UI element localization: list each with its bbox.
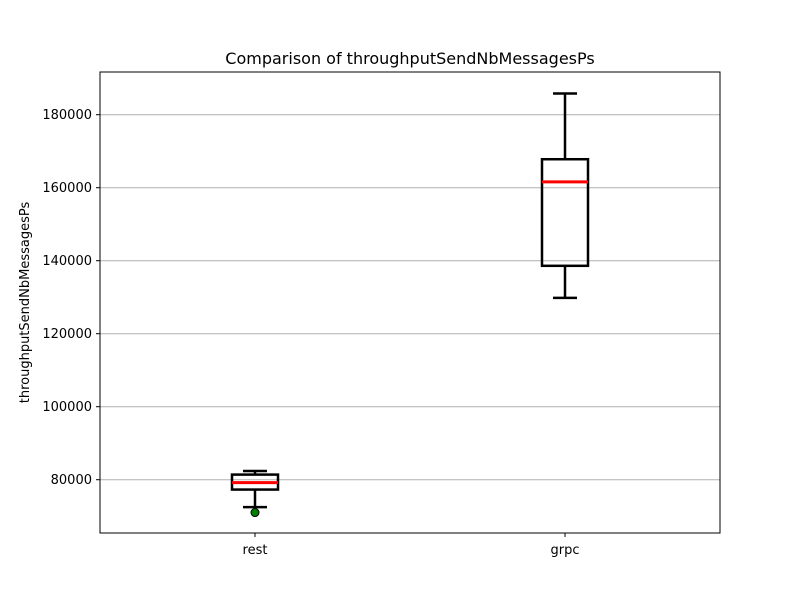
y-axis-label: throughputSendNbMessagesPs: [18, 202, 33, 404]
grid-lines: [100, 114, 720, 481]
box-grpc: [540, 92, 590, 300]
outlier-point: [250, 508, 260, 518]
y-tick-label: 100000: [42, 400, 92, 415]
y-tick-label: 180000: [42, 108, 92, 123]
chart-title: Comparison of throughputSendNbMessagesPs: [225, 49, 594, 68]
boxes: [230, 92, 590, 518]
x-tick-label: rest: [243, 543, 268, 558]
x-tick-label: grpc: [551, 543, 580, 558]
y-tick-label: 160000: [42, 181, 92, 196]
box-rest: [230, 469, 280, 518]
y-tick-label: 140000: [42, 254, 92, 269]
y-axis-ticks: 80000 100000 120000 140000 160000 180000: [42, 108, 100, 488]
x-axis-ticks: rest grpc: [243, 533, 580, 558]
iqr-box: [540, 157, 590, 268]
plot-area-frame: [99, 71, 721, 534]
y-tick-label: 80000: [51, 473, 92, 488]
y-tick-label: 120000: [42, 327, 92, 342]
